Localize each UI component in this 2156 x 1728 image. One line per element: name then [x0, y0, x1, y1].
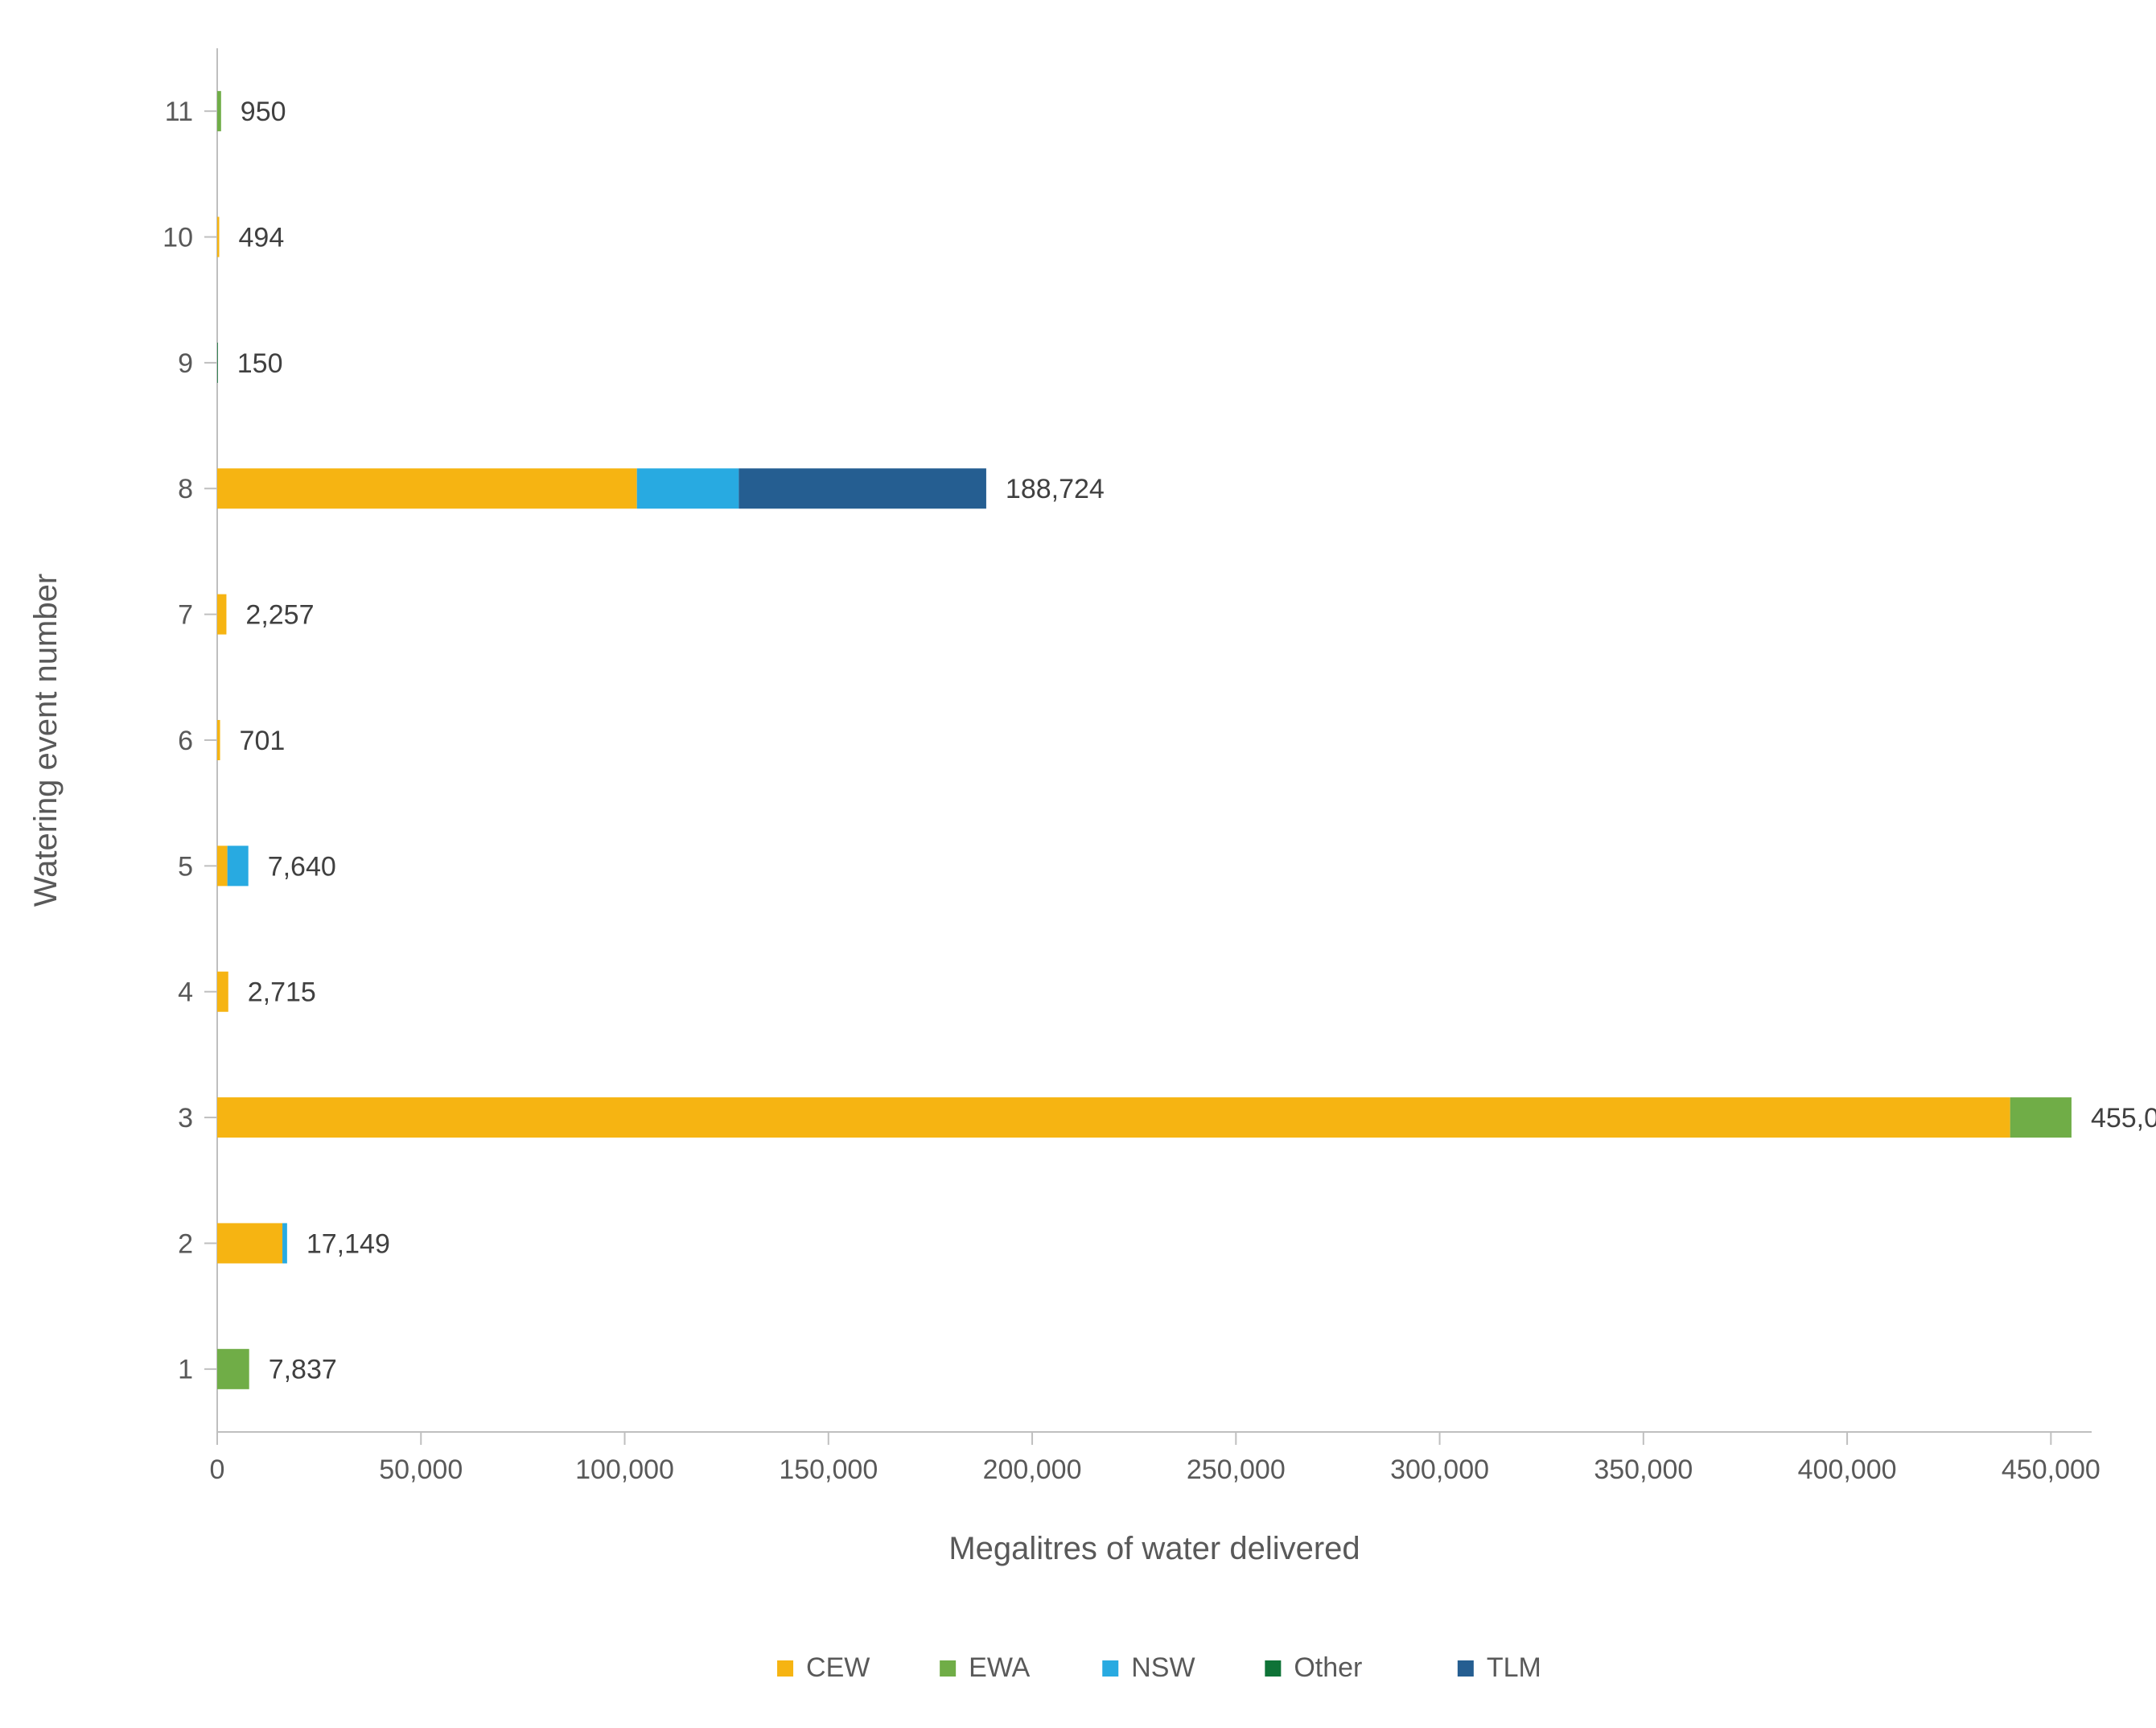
bar-segment: [217, 720, 220, 760]
y-tick-label: 8: [178, 474, 193, 504]
y-tick-label: 1: [178, 1355, 193, 1385]
chart-container: 0 50,000 100,000 150,000 200,000 250,000 300,0…: [0, 0, 2156, 1728]
bar-total-label: 188,724: [1006, 474, 1105, 504]
bar-segment: [228, 845, 249, 886]
y-tick-label: 5: [178, 851, 193, 882]
bar-total-label: 17,149: [307, 1228, 390, 1259]
bar-total-label: 2,715: [248, 977, 316, 1008]
bar-segment: [217, 972, 228, 1012]
legend-swatch: [1265, 1660, 1281, 1677]
bar-segment: [217, 468, 637, 508]
bar-total-label: 7,837: [269, 1355, 337, 1385]
y-tick-label: 4: [178, 977, 193, 1008]
bar-segment: [217, 1349, 249, 1389]
x-tick-label: 400,000: [1798, 1454, 1897, 1485]
y-tick-label: 3: [178, 1103, 193, 1133]
bar-total-label: 2,257: [245, 600, 314, 631]
bar-segment: [2010, 1097, 2072, 1138]
bar-segment: [739, 468, 986, 508]
x-tick-label: 200,000: [983, 1454, 1082, 1485]
bar-segment: [217, 1097, 2010, 1138]
bar-segment: [217, 343, 218, 383]
legend-swatch: [940, 1660, 956, 1677]
x-tick-label: 0: [210, 1454, 225, 1485]
legend-label: CEW: [806, 1652, 870, 1683]
bar-total-label: 455,053: [2091, 1103, 2156, 1133]
legend-label: Other: [1294, 1652, 1362, 1683]
bar-segment: [282, 1223, 287, 1263]
x-tick-label: 250,000: [1187, 1454, 1286, 1485]
bar-segment: [217, 845, 228, 886]
legend-swatch: [777, 1660, 793, 1677]
x-tick-label: 450,000: [2002, 1454, 2100, 1485]
legend-label: NSW: [1131, 1652, 1195, 1683]
y-tick-label: 6: [178, 726, 193, 756]
bar-segment: [217, 217, 220, 257]
y-tick-label: 11: [165, 97, 193, 127]
bar-total-label: 7,640: [268, 851, 336, 882]
legend-label: TLM: [1487, 1652, 1541, 1683]
bar-segment: [217, 91, 221, 131]
stacked-bar-chart: 0 50,000 100,000 150,000 200,000 250,000 300,0…: [0, 0, 2156, 1728]
y-axis-title: Watering event number: [28, 574, 64, 907]
legend-swatch: [1102, 1660, 1118, 1677]
bar-total-label: 950: [241, 97, 286, 127]
legend-label: EWA: [969, 1652, 1031, 1683]
bar-segment: [217, 1223, 282, 1263]
x-tick-label: 350,000: [1594, 1454, 1693, 1485]
bar-total-label: 701: [240, 726, 286, 756]
x-tick-label: 100,000: [575, 1454, 674, 1485]
y-tick-label: 10: [163, 222, 193, 253]
y-tick-label: 7: [178, 600, 193, 631]
bar-total-label: 494: [239, 222, 285, 253]
y-tick-label: 2: [178, 1228, 193, 1259]
legend-swatch: [1458, 1660, 1474, 1677]
x-axis-title: Megalitres of water delivered: [948, 1531, 1360, 1566]
x-tick-label: 300,000: [1390, 1454, 1489, 1485]
x-tick-label: 150,000: [779, 1454, 878, 1485]
y-tick-label: 9: [178, 348, 193, 379]
bar-total-label: 150: [237, 348, 283, 379]
x-tick-label: 50,000: [379, 1454, 463, 1485]
bar-segment: [217, 595, 226, 635]
bar-segment: [637, 468, 739, 508]
